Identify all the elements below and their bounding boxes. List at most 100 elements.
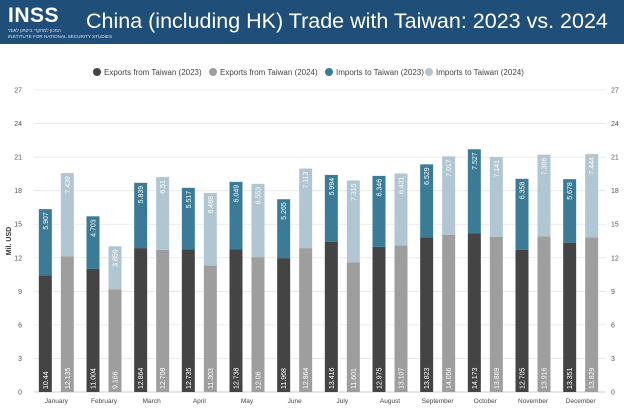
chart-title: China (including HK) Trade with Taiwan: … bbox=[86, 6, 608, 36]
inss-logo: INSS המכון למחקרי ביטחון לאומי INSTITUTE… bbox=[8, 5, 72, 41]
data-label-exports-2023: 14.173 bbox=[472, 367, 479, 389]
data-label-exports-2024: 13.916 bbox=[542, 367, 549, 389]
y-tick-label-right: 27 bbox=[611, 88, 619, 95]
data-label-exports-2024: 11.303 bbox=[208, 368, 215, 389]
data-label-exports-2024: 12.135 bbox=[65, 367, 72, 389]
data-label-exports-2024: 12.708 bbox=[160, 367, 167, 389]
data-label-imports-2023: 5.517 bbox=[186, 191, 193, 209]
data-label-exports-2023: 13.351 bbox=[567, 367, 574, 389]
data-label-imports-2023: 6.529 bbox=[424, 167, 431, 185]
data-label-imports-2023: 6.346 bbox=[377, 179, 384, 197]
y-tick-label-left: 27 bbox=[14, 88, 22, 95]
chart-bars: 10.44 5.907 12.135 7.439 11.004 4.703 9.166 3.8… bbox=[39, 149, 598, 392]
y-tick-label-left: 24 bbox=[14, 121, 22, 128]
data-label-imports-2024: 6.553 bbox=[256, 187, 263, 205]
data-label-exports-2024: 12.864 bbox=[303, 367, 310, 389]
data-label-exports-2024: 13.869 bbox=[494, 367, 501, 389]
data-label-exports-2023: 13.823 bbox=[424, 367, 431, 389]
data-label-imports-2023: 5.907 bbox=[43, 212, 50, 230]
legend-marker bbox=[209, 68, 217, 76]
chart-legend: Exports from Taiwan (2023) Exports from T… bbox=[93, 68, 524, 77]
x-tick-label: March bbox=[143, 398, 161, 405]
x-tick-label: July bbox=[337, 398, 349, 405]
y-axis-right: 0 3 6 9 12 15 18 21 24 27 bbox=[611, 88, 619, 397]
x-tick-label: November bbox=[518, 398, 549, 405]
y-tick-label-right: 15 bbox=[611, 222, 619, 229]
data-label-imports-2023: 6.049 bbox=[234, 185, 241, 203]
y-tick-label-left: 6 bbox=[18, 322, 22, 329]
legend-marker bbox=[93, 68, 101, 76]
x-tick-label: January bbox=[45, 398, 69, 405]
y-tick-label-left: 15 bbox=[14, 222, 22, 229]
legend-marker bbox=[325, 68, 333, 76]
y-tick-label-left: 9 bbox=[18, 289, 22, 296]
data-label-imports-2023: 5.839 bbox=[138, 186, 145, 204]
data-label-imports-2024: 7.444 bbox=[589, 157, 596, 175]
x-tick-label: August bbox=[380, 398, 400, 405]
y-tick-label-right: 0 bbox=[611, 390, 615, 397]
y-tick-label-right: 21 bbox=[611, 155, 619, 162]
y-tick-label-right: 6 bbox=[611, 322, 615, 329]
data-label-exports-2023: 12.864 bbox=[138, 367, 145, 389]
y-tick-label-left: 18 bbox=[14, 188, 22, 195]
x-tick-label: October bbox=[474, 398, 498, 405]
x-tick-label: September bbox=[422, 398, 455, 405]
data-label-imports-2023: 4.703 bbox=[91, 219, 98, 237]
data-label-exports-2023: 12.705 bbox=[520, 367, 527, 389]
data-label-exports-2024: 9.166 bbox=[113, 371, 120, 389]
y-tick-label-right: 12 bbox=[611, 255, 619, 262]
data-label-exports-2023: 11.968 bbox=[281, 368, 288, 389]
data-label-imports-2024: 3.859 bbox=[113, 249, 120, 267]
y-tick-label-left: 3 bbox=[18, 356, 22, 363]
x-tick-label: December bbox=[566, 398, 597, 405]
trade-bar-chart: Exports from Taiwan (2023) Exports from T… bbox=[0, 44, 624, 416]
y-axis-left: 0 3 6 9 12 15 18 21 24 27 bbox=[14, 88, 22, 397]
data-label-exports-2023: 10.44 bbox=[43, 371, 50, 389]
data-label-imports-2023: 5.265 bbox=[281, 202, 288, 220]
y-tick-label-right: 18 bbox=[611, 188, 619, 195]
legend-marker bbox=[425, 68, 433, 76]
data-label-imports-2024: 7.439 bbox=[65, 176, 72, 194]
data-label-exports-2024: 12.06 bbox=[256, 371, 263, 389]
x-tick-label: May bbox=[241, 398, 254, 405]
data-label-exports-2023: 11.004 bbox=[91, 368, 98, 389]
data-label-imports-2024: 7.017 bbox=[446, 159, 453, 177]
y-axis-title: Mil. USD bbox=[6, 227, 13, 255]
legend-label: Imports to Taiwan (2024) bbox=[436, 68, 524, 77]
data-label-exports-2024: 11.601 bbox=[351, 368, 358, 389]
header-bar: INSS המכון למחקרי ביטחון לאומי INSTITUTE… bbox=[0, 0, 624, 44]
y-tick-label-left: 0 bbox=[18, 390, 22, 397]
x-tick-label: June bbox=[288, 398, 302, 405]
y-tick-label-right: 3 bbox=[611, 356, 615, 363]
data-label-exports-2023: 13.416 bbox=[329, 367, 336, 389]
legend-label: Exports from Taiwan (2023) bbox=[104, 68, 202, 77]
data-label-imports-2023: 5.678 bbox=[567, 182, 574, 200]
data-label-imports-2023: 6.358 bbox=[520, 182, 527, 200]
data-label-imports-2024: 7.141 bbox=[494, 160, 501, 178]
data-label-imports-2024: 6.431 bbox=[399, 176, 406, 194]
data-label-imports-2024: 6.51 bbox=[160, 180, 167, 194]
y-tick-label-right: 24 bbox=[611, 121, 619, 128]
legend-label: Exports from Taiwan (2024) bbox=[220, 68, 318, 77]
y-tick-label-left: 12 bbox=[14, 255, 22, 262]
data-label-exports-2023: 12.975 bbox=[377, 367, 384, 389]
data-label-imports-2023: 7.527 bbox=[472, 152, 479, 170]
data-label-imports-2024: 7.315 bbox=[351, 183, 358, 201]
data-label-imports-2024: 7.113 bbox=[303, 171, 310, 188]
x-axis: January February March April May June July Augu… bbox=[45, 398, 597, 405]
data-label-exports-2024: 13.829 bbox=[589, 367, 596, 389]
data-label-imports-2024: 6.488 bbox=[208, 196, 215, 214]
y-tick-label-left: 21 bbox=[14, 155, 22, 162]
logo-subtitle-hebrew: המכון למחקרי ביטחון לאומי bbox=[8, 28, 61, 33]
data-label-exports-2023: 12.738 bbox=[234, 367, 241, 389]
data-label-imports-2023: 5.994 bbox=[329, 178, 336, 196]
x-tick-label: February bbox=[91, 398, 118, 405]
data-label-imports-2024: 7.306 bbox=[542, 158, 549, 176]
data-label-exports-2023: 12.735 bbox=[186, 367, 193, 389]
legend-label: Imports to Taiwan (2023) bbox=[336, 68, 424, 77]
x-tick-label: April bbox=[193, 398, 207, 405]
data-label-exports-2024: 14.056 bbox=[446, 367, 453, 389]
logo-text: INSS bbox=[8, 5, 59, 27]
data-label-exports-2024: 13.107 bbox=[399, 367, 406, 389]
y-tick-label-right: 9 bbox=[611, 289, 615, 296]
